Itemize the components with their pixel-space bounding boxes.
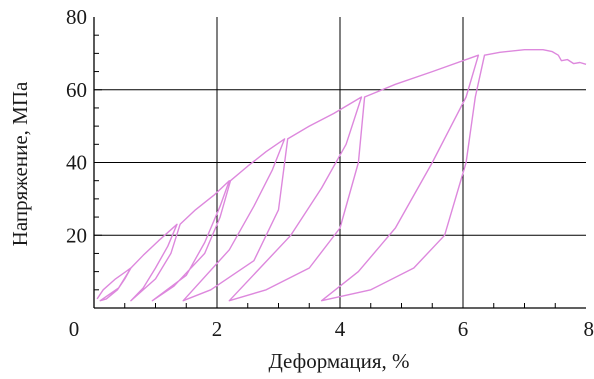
axes — [93, 17, 586, 309]
x-tick-label-0: 0 — [69, 317, 80, 341]
y-axis-label: Напряжение, МПа — [8, 81, 32, 246]
stress-strain-series-line — [96, 49, 587, 302]
y-tick-label-80: 80 — [66, 5, 87, 29]
grid — [94, 17, 586, 308]
x-tick-label-2: 2 — [212, 317, 223, 341]
tick-labels: 0 2 4 6 8 20 40 60 80 — [66, 5, 594, 341]
y-tick-label-40: 40 — [66, 151, 87, 175]
x-axis-label: Деформация, % — [268, 349, 409, 373]
x-tick-label-4: 4 — [335, 317, 346, 341]
series-layer — [96, 49, 587, 302]
x-tick-label-8: 8 — [584, 317, 594, 341]
x-tick-label-6: 6 — [458, 317, 469, 341]
y-tick-label-20: 20 — [66, 223, 87, 247]
y-tick-label-60: 60 — [66, 78, 87, 102]
